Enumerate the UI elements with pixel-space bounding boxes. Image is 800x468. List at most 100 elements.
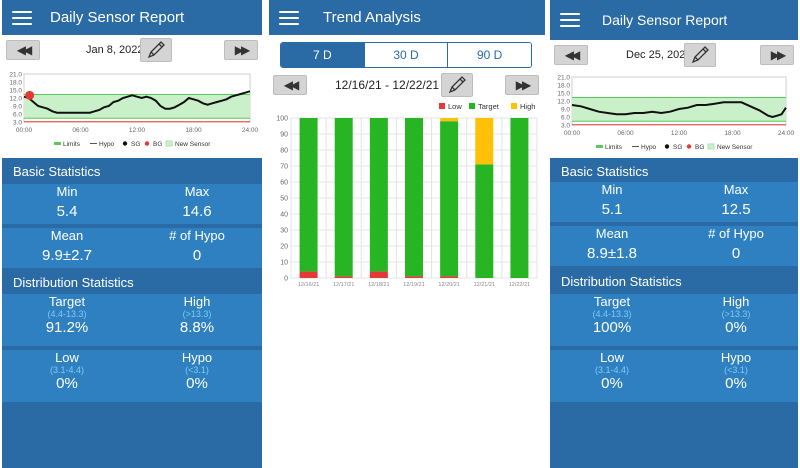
hamburger-menu-icon[interactable] <box>560 13 580 27</box>
app-bar: Trend Analysis <box>269 0 545 35</box>
edit-button[interactable] <box>140 38 172 62</box>
x-tick-label: 00:00 <box>16 127 33 134</box>
tab-90-days[interactable]: 90 D <box>447 43 531 67</box>
edit-button[interactable] <box>684 43 716 67</box>
previous-day-button[interactable]: ◀◀ <box>6 40 40 60</box>
bar-segment-high <box>475 118 494 165</box>
date-range: 12/16/21 - 12/22/21 <box>335 78 440 92</box>
y-tick-label: 6.0 <box>13 112 22 119</box>
legend-swatch <box>54 142 61 145</box>
basic-statistics-heading: Basic Statistics <box>561 164 649 179</box>
y-tick-label: 90 <box>280 132 288 139</box>
x-tick-label: 12:00 <box>129 127 146 134</box>
min-max-row: Min 5.4 Max 14.6 <box>2 184 262 224</box>
date-bar: ◀◀ Dec 25, 2021 ▶▶ <box>550 40 798 76</box>
hypo-range: (<3.1) <box>724 365 748 375</box>
app-title: Daily Sensor Report <box>602 12 728 28</box>
target-high-row: Target (4.4-13.3) 91.2% High (>13.3) 8.8… <box>2 294 262 346</box>
next-range-button[interactable]: ▶▶ <box>505 75 539 95</box>
low-stat: Low (3.1-4.4) 0% <box>550 350 674 402</box>
previous-day-button[interactable]: ◀◀ <box>554 45 588 65</box>
mean-label: Mean <box>50 228 84 243</box>
hamburger-menu-icon[interactable] <box>279 10 299 25</box>
x-tick-label: 24:00 <box>242 127 259 134</box>
hypo-range: (<3.1) <box>185 365 209 375</box>
high-stat: High (>13.3) 0% <box>674 294 798 346</box>
legend-swatch <box>439 103 445 109</box>
bar-segment-target <box>475 164 494 278</box>
blood-glucose-marker <box>25 90 35 100</box>
bar-segment-target <box>369 118 388 272</box>
mean-label: Mean <box>595 226 629 241</box>
edit-button[interactable] <box>441 73 473 97</box>
hypo-count-stat: # of Hypo 0 <box>674 226 798 266</box>
max-label: Max <box>723 182 749 197</box>
max-stat: Max 14.6 <box>132 184 262 224</box>
min-value: 5.1 <box>601 201 623 218</box>
target-range: (4.4-13.3) <box>592 309 632 319</box>
min-max-row: Min 5.1 Max 12.5 <box>550 182 798 222</box>
hypo-value: 0% <box>186 375 208 392</box>
y-tick-label: 9.0 <box>13 104 22 111</box>
low-stat: Low (3.1-4.4) 0% <box>2 350 132 402</box>
next-day-button[interactable]: ▶▶ <box>224 40 258 60</box>
sensor-glucose-line <box>23 90 251 114</box>
statistics-panel: Basic Statistics Min 5.4 Max 14.6 Mean 9… <box>2 158 262 468</box>
distribution-statistics-heading: Distribution Statistics <box>13 275 134 290</box>
legend-swatch <box>122 141 128 146</box>
y-tick-label: 15.0 <box>9 88 22 95</box>
y-tick-label: 60 <box>280 180 288 187</box>
hamburger-menu-icon[interactable] <box>12 10 32 25</box>
x-tick-label: 12/18/21 <box>368 282 389 288</box>
low-label: Low <box>600 350 624 365</box>
next-day-button[interactable]: ▶▶ <box>760 45 794 65</box>
legend-swatch <box>596 145 603 148</box>
x-tick-label: 12/16/21 <box>298 282 319 288</box>
low-range: (3.1-4.4) <box>594 365 629 375</box>
tab-30-days[interactable]: 30 D <box>363 43 448 67</box>
low-value: 0% <box>601 375 623 392</box>
hypo-count-value: 0 <box>192 247 202 264</box>
report-date: Dec 25, 2021 <box>626 49 692 61</box>
x-tick-label: 00:00 <box>564 130 581 137</box>
legend-swatch <box>664 144 670 149</box>
hypo-count-label: # of Hypo <box>708 226 764 241</box>
hypo-count-stat: # of Hypo 0 <box>132 228 262 268</box>
tab-7-days[interactable]: 7 D <box>281 43 364 67</box>
bar-segment-low <box>369 271 388 278</box>
rewind-icon: ◀◀ <box>16 43 33 57</box>
legend-label: Limits <box>63 141 81 148</box>
pencil-icon <box>448 76 466 94</box>
y-tick-label: 80 <box>280 148 288 155</box>
low-hypo-row: Low (3.1-4.4) 0% Hypo (<3.1) 0% <box>550 350 798 402</box>
statistics-panel: Basic Statistics Min 5.1 Max 12.5 Mean 8… <box>550 158 798 468</box>
app-bar: Daily Sensor Report <box>550 0 798 40</box>
min-stat: Min 5.4 <box>2 184 132 224</box>
basic-statistics-heading: Basic Statistics <box>13 164 101 179</box>
sensor-glucose-chart: 21.018.015.012.09.06.03.000:00 06:00 12:00… <box>557 75 794 152</box>
bar-segment-target <box>334 118 353 277</box>
legend-swatch <box>707 143 715 150</box>
x-tick-label: 12:00 <box>671 130 688 137</box>
fast-forward-icon: ▶▶ <box>515 78 532 92</box>
bar-segment-target <box>440 121 459 277</box>
mean-stat: Mean 8.9±1.8 <box>550 226 674 266</box>
bar-segment-low <box>299 271 318 278</box>
bar-segment-target <box>405 118 423 277</box>
previous-range-button[interactable]: ◀◀ <box>273 75 307 95</box>
x-tick-label: 12/17/21 <box>333 282 354 288</box>
y-tick-label: 21.0 <box>9 72 22 79</box>
high-label: High <box>183 294 211 309</box>
legend-label: BG <box>153 141 162 148</box>
bar-segment-target <box>299 118 318 272</box>
x-tick-label: 18:00 <box>185 127 202 134</box>
target-range: (4.4-13.3) <box>47 309 87 319</box>
app-bar: Daily Sensor Report <box>2 0 262 35</box>
target-high-row: Target (4.4-13.3) 100% High (>13.3) 0% <box>550 294 798 346</box>
period-tabs: 7 D 30 D 90 D <box>280 42 532 68</box>
target-range-band <box>24 94 250 119</box>
mean-stat: Mean 9.9±2.7 <box>2 228 132 268</box>
y-tick-label: 40 <box>280 212 288 219</box>
